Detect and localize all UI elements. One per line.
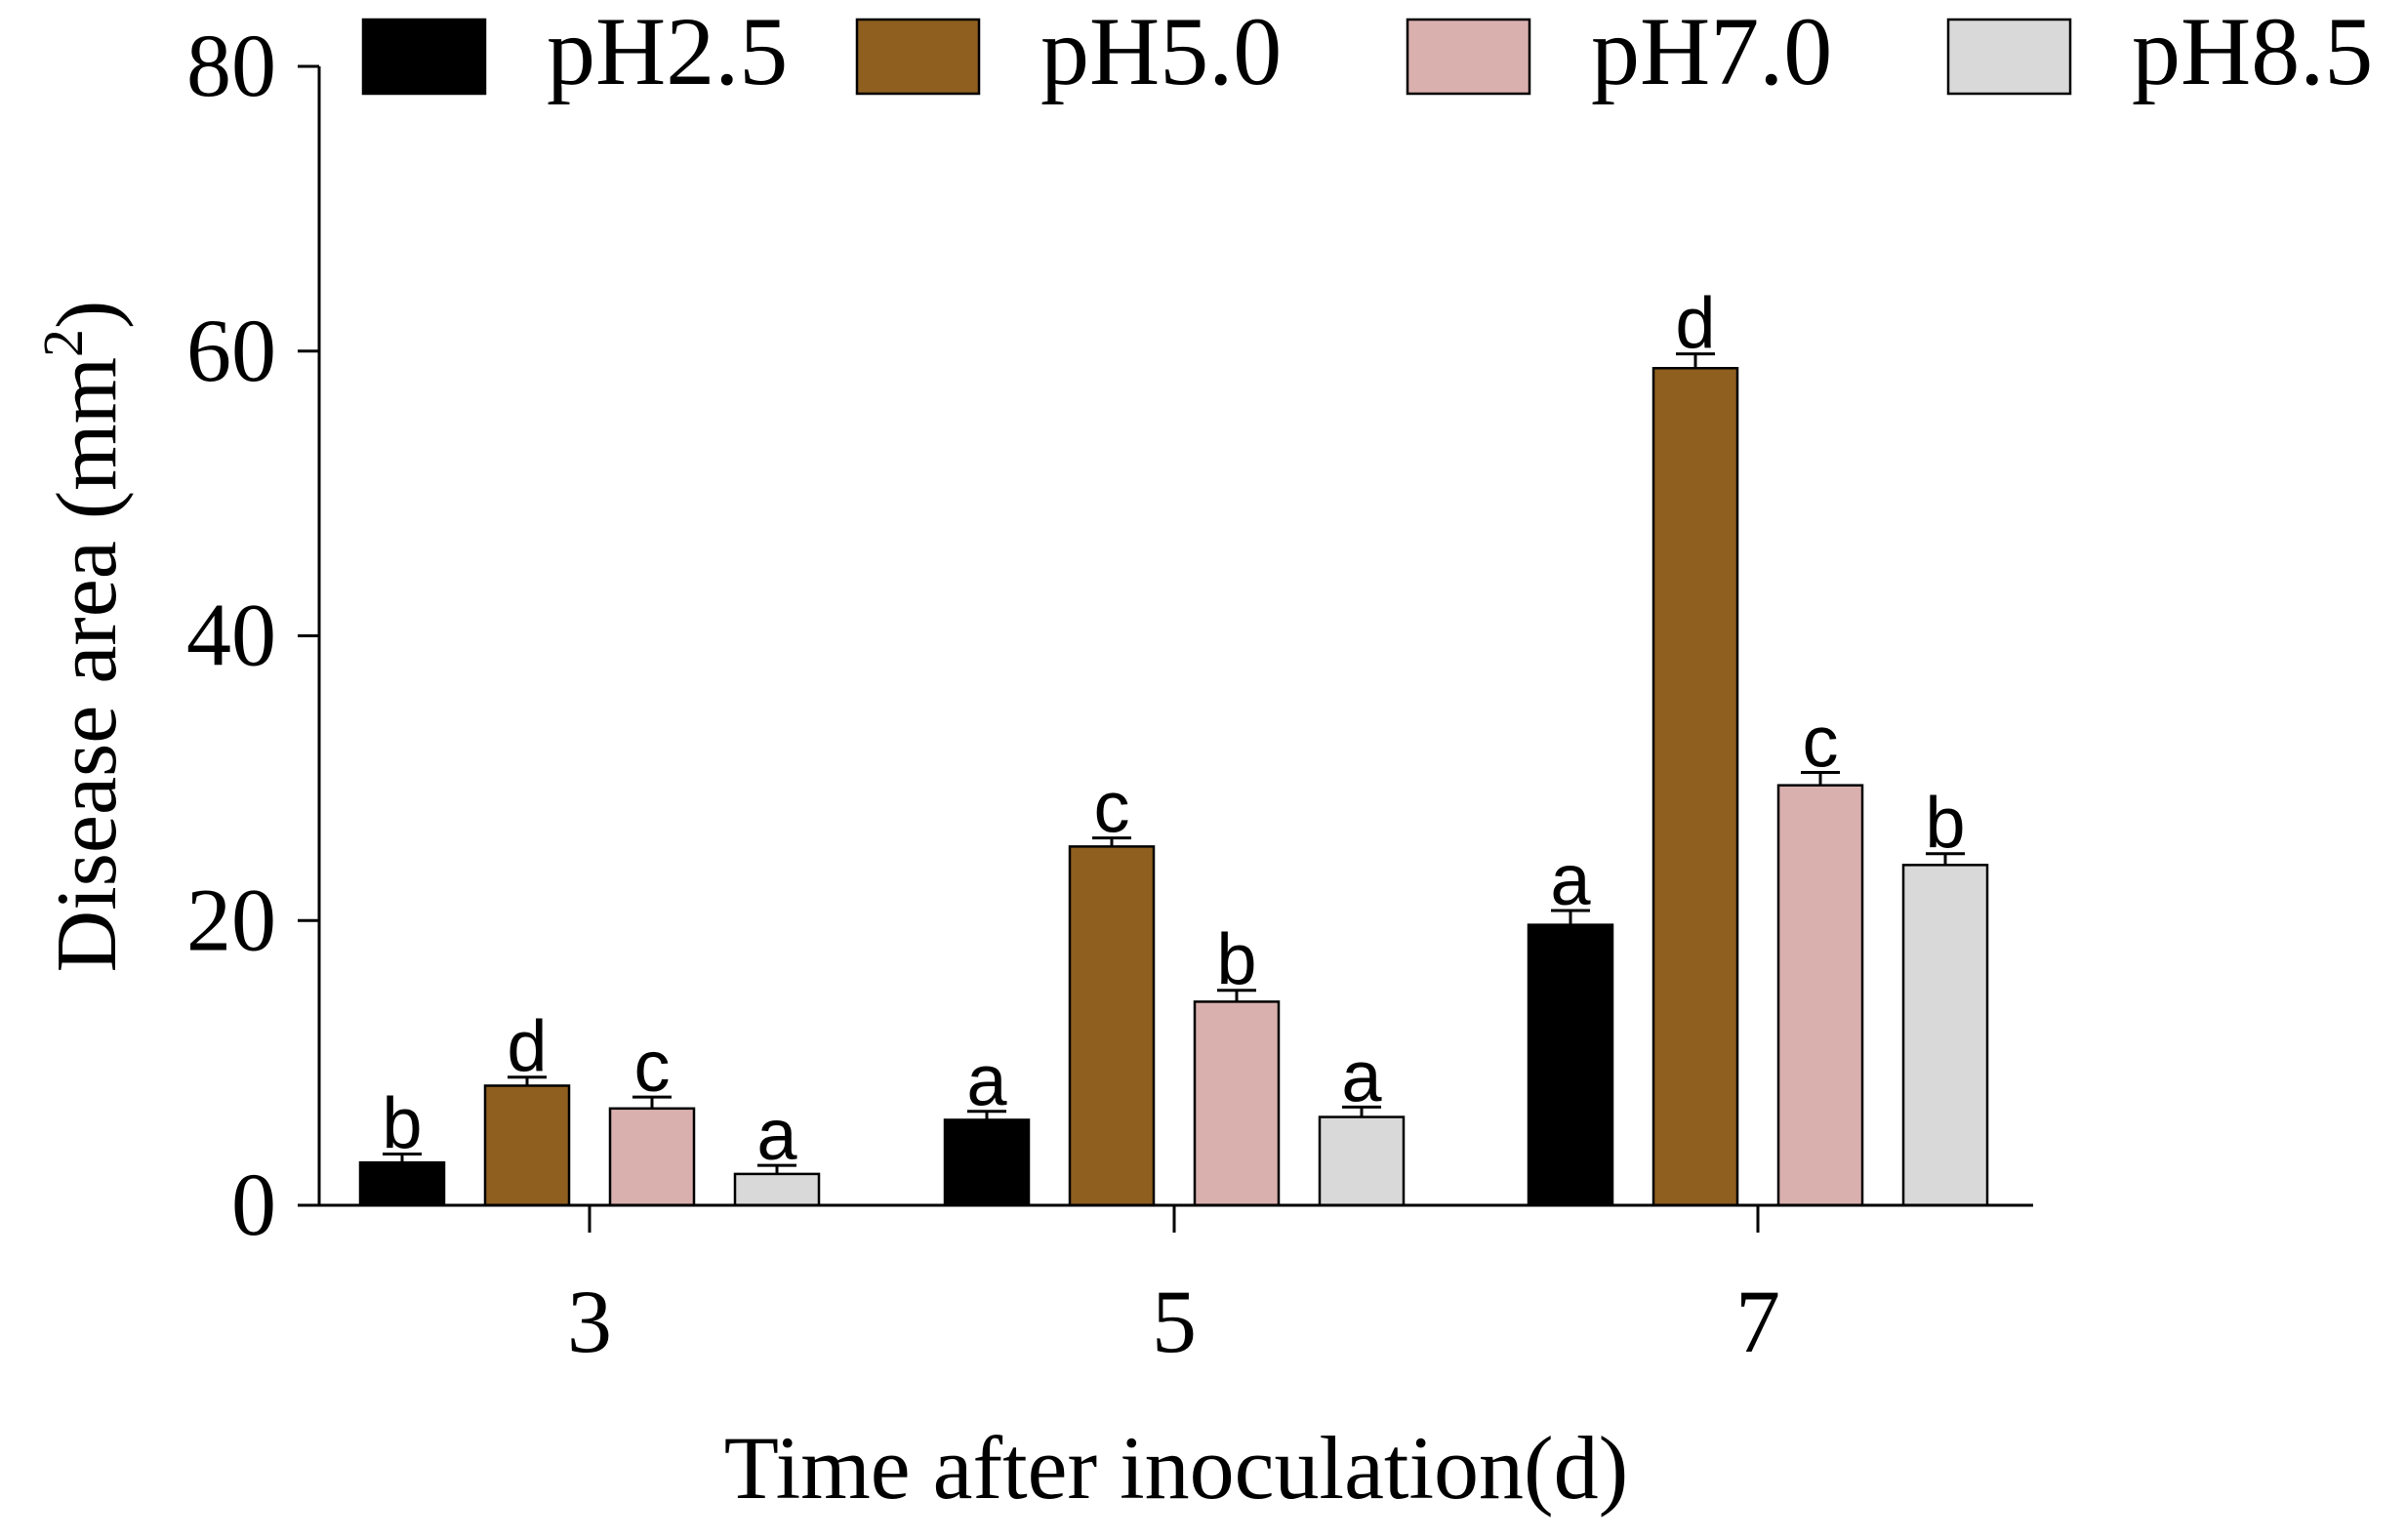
legend-swatch	[1406, 18, 1531, 96]
y-tick-label: 20	[186, 870, 276, 969]
significance-letter: b	[1925, 783, 1965, 864]
bar	[733, 1172, 821, 1207]
y-axis-label-suffix: )	[40, 301, 135, 329]
bar	[358, 1160, 446, 1207]
svg-text:Disease area (mm2): Disease area (mm2)	[31, 301, 135, 973]
y-tick-label: 0	[231, 1155, 276, 1254]
y-tick-label: 80	[186, 16, 276, 115]
bar	[483, 1084, 571, 1207]
legend-swatch	[361, 18, 487, 96]
x-tick-label: 7	[1735, 1272, 1780, 1371]
y-tick-label: 40	[186, 586, 276, 685]
bar	[1901, 864, 1989, 1207]
significance-letter: c	[1803, 702, 1839, 783]
legend-label: pH8.5	[2132, 0, 2373, 105]
bar	[608, 1107, 696, 1207]
bar	[1527, 923, 1614, 1207]
y-ticks-group: 0 20 40 60 80	[186, 16, 319, 1254]
x-tick-label: 5	[1152, 1272, 1197, 1371]
significance-letter: a	[1550, 839, 1591, 920]
significance-letter: a	[756, 1094, 797, 1175]
x-tick-label: 3	[567, 1272, 612, 1371]
bar	[1318, 1115, 1406, 1207]
bar	[1652, 367, 1739, 1207]
x-axis-label: Time after inoculation(d)	[724, 1418, 1629, 1518]
bars-group: b d c a a c b a a d c b	[358, 283, 1989, 1207]
legend-label: pH7.0	[1591, 0, 1832, 105]
significance-letter: b	[382, 1082, 422, 1163]
axes-group	[317, 66, 2033, 1207]
significance-letter: c	[1094, 767, 1130, 848]
significance-letter: a	[1341, 1035, 1382, 1116]
legend-label: pH5.0	[1040, 0, 1282, 105]
y-tick-label: 60	[186, 301, 276, 400]
significance-letter: d	[1675, 283, 1715, 364]
significance-letter: b	[1216, 919, 1256, 1000]
legend-label: pH2.5	[547, 0, 788, 105]
significance-letter: a	[966, 1040, 1007, 1121]
significance-letter: d	[507, 1006, 547, 1087]
significance-letter: c	[634, 1026, 671, 1107]
bar	[1776, 784, 1864, 1207]
y-axis-label: Disease area (mm2)	[31, 301, 135, 973]
x-ticks-group: 3 5 7	[567, 1205, 1780, 1371]
legend: pH2.5 pH5.0 pH7.0 pH8.5	[361, 0, 2373, 105]
y-axis-label-superscript: 2	[31, 329, 95, 357]
legend-swatch	[1946, 18, 2072, 96]
bar	[943, 1118, 1031, 1207]
bar	[1193, 1000, 1281, 1207]
y-axis-label-main: Disease area (mm	[40, 357, 135, 972]
bar	[1068, 845, 1156, 1207]
legend-swatch	[855, 18, 981, 96]
